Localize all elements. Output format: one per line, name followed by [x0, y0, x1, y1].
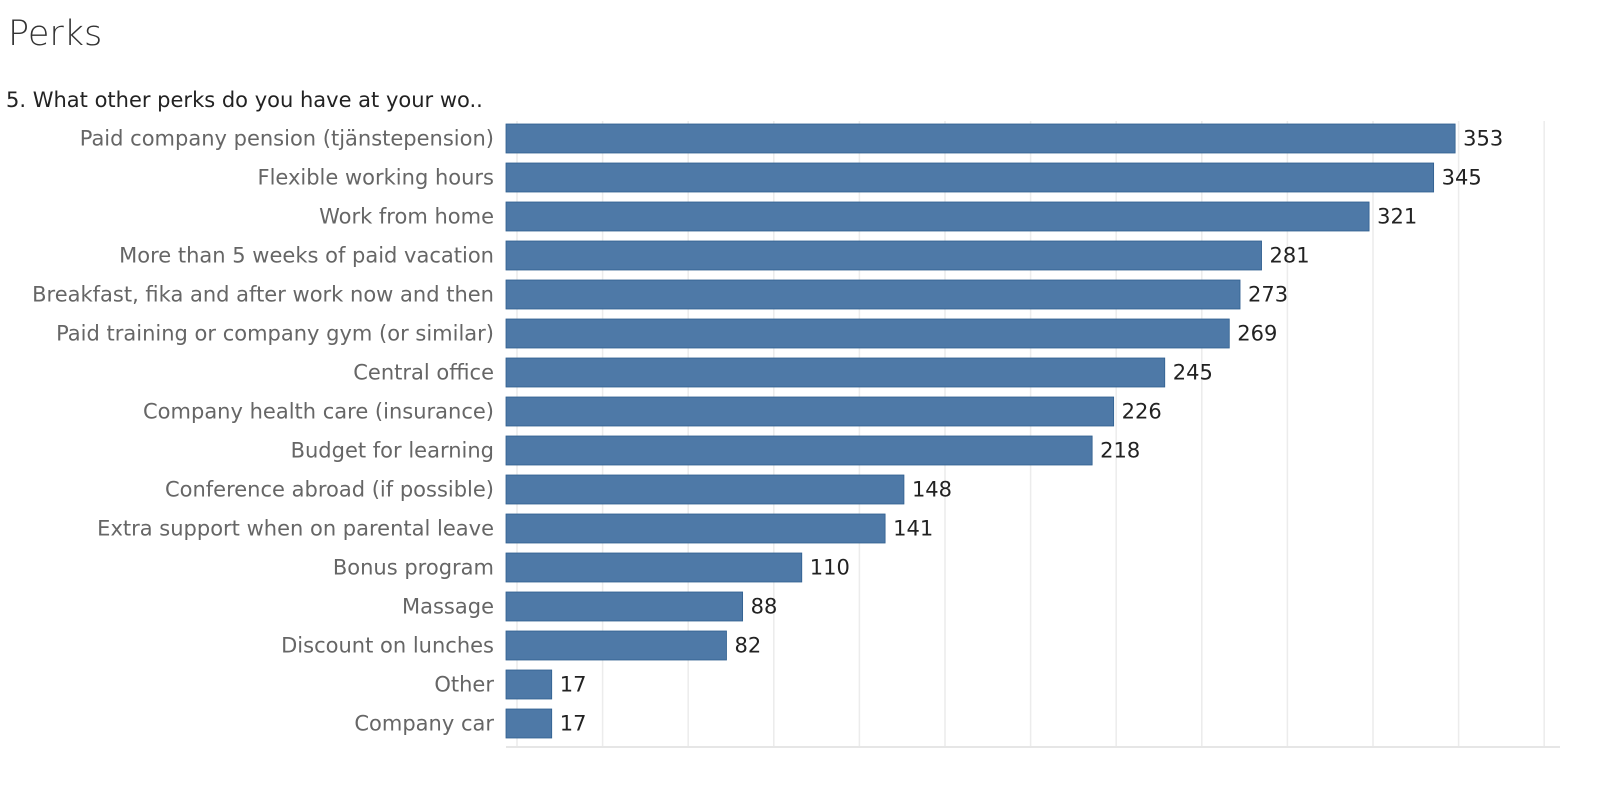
category-label: Bonus program — [333, 556, 494, 580]
category-label: Other — [434, 673, 494, 697]
data-label: 281 — [1270, 244, 1310, 268]
bar[interactable] — [505, 435, 1093, 466]
category-label: Paid company pension (tjänstepension) — [80, 127, 494, 151]
data-label: 148 — [912, 478, 952, 502]
bar[interactable] — [505, 279, 1241, 310]
category-label: Company health care (insurance) — [143, 400, 494, 424]
data-label: 226 — [1122, 400, 1162, 424]
bar[interactable] — [505, 708, 553, 739]
data-label: 110 — [810, 556, 850, 580]
bar[interactable] — [505, 357, 1166, 388]
category-label: More than 5 weeks of paid vacation — [119, 244, 494, 268]
category-label: Breakfast, fika and after work now and t… — [32, 283, 494, 307]
bar[interactable] — [505, 591, 744, 622]
bar[interactable] — [505, 552, 803, 583]
data-label: 321 — [1377, 205, 1417, 229]
bar[interactable] — [505, 396, 1115, 427]
data-label: 17 — [560, 712, 587, 736]
category-label: Flexible working hours — [258, 166, 495, 190]
category-label: Massage — [402, 595, 494, 619]
bar[interactable] — [505, 513, 886, 544]
data-label: 273 — [1248, 283, 1288, 307]
category-label: Work from home — [319, 205, 494, 229]
category-label: Central office — [353, 361, 494, 385]
data-label: 345 — [1442, 166, 1482, 190]
category-label: Extra support when on parental leave — [97, 517, 494, 541]
category-label: Budget for learning — [291, 439, 494, 463]
category-label: Paid training or company gym (or similar… — [56, 322, 494, 346]
bar[interactable] — [505, 240, 1262, 271]
data-label: 141 — [893, 517, 933, 541]
bar[interactable] — [505, 474, 905, 505]
bar[interactable] — [505, 318, 1230, 349]
data-label: 269 — [1237, 322, 1277, 346]
category-label: Company car — [354, 712, 494, 736]
category-label: Discount on lunches — [281, 634, 494, 658]
data-label: 218 — [1100, 439, 1140, 463]
data-label: 353 — [1463, 127, 1503, 151]
bar[interactable] — [505, 630, 727, 661]
data-label: 82 — [734, 634, 761, 658]
bar[interactable] — [505, 669, 553, 700]
category-label: Conference abroad (if possible) — [165, 478, 494, 502]
bar[interactable] — [505, 123, 1456, 154]
data-label: 17 — [560, 673, 587, 697]
bar[interactable] — [505, 201, 1370, 232]
chart-title: 5. What other perks do you have at your … — [6, 88, 483, 112]
data-label: 245 — [1173, 361, 1213, 385]
page-title: Perks — [8, 14, 103, 54]
data-label: 88 — [751, 595, 778, 619]
bar[interactable] — [505, 162, 1435, 193]
